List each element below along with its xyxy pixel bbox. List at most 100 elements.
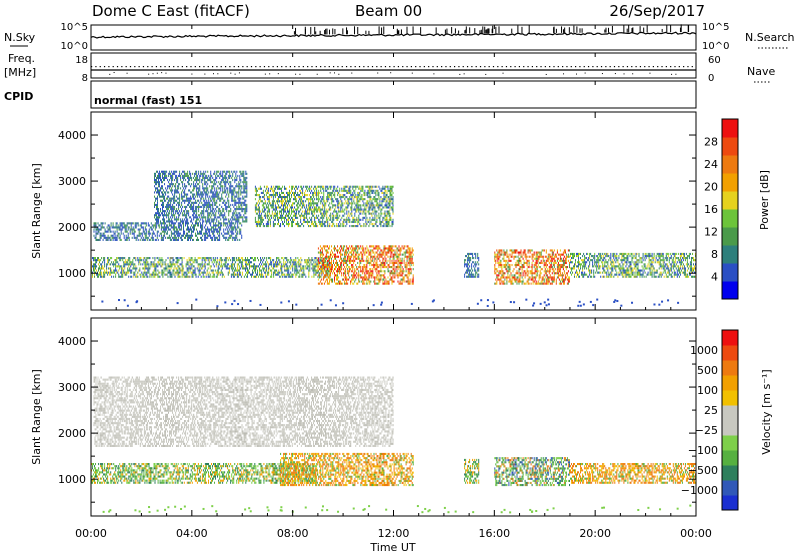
- echo-cell: [148, 265, 149, 267]
- echo-cell: [294, 206, 295, 208]
- echo-cell: [245, 185, 246, 187]
- echo-cell: [368, 196, 369, 198]
- echo-cell: [217, 185, 218, 187]
- echo-cell: [355, 188, 356, 190]
- echo-cell: [223, 218, 224, 220]
- echo-cell: [181, 194, 182, 196]
- echo-cell: [202, 239, 203, 241]
- echo-cell: [309, 204, 310, 206]
- echo-cell: [367, 190, 368, 192]
- echo-cell: [295, 186, 296, 188]
- echo-cell: [180, 175, 181, 177]
- echo-cell: [316, 194, 317, 196]
- echo-cell: [194, 210, 195, 212]
- echo-cell: [165, 214, 166, 216]
- echo-cell: [277, 223, 278, 225]
- echo-cell: [368, 192, 369, 194]
- echo-cell: [293, 215, 294, 217]
- echo-cell: [129, 222, 130, 224]
- nave-dot: [476, 66, 477, 67]
- echo-cell: [266, 204, 267, 206]
- echo-cell: [204, 235, 205, 237]
- nave-dot: [334, 72, 335, 73]
- echo-cell: [180, 218, 181, 220]
- nave-dot: [346, 66, 347, 67]
- echo-cell: [291, 213, 292, 215]
- echo-cell: [163, 198, 164, 200]
- echo-cell: [256, 202, 257, 204]
- echo-cell: [309, 267, 310, 269]
- echo-cell: [223, 208, 224, 210]
- echo-cell: [257, 270, 258, 272]
- echo-cell: [342, 204, 343, 206]
- echo-cell: [177, 229, 178, 231]
- echo-cell: [189, 202, 190, 204]
- echo-cell: [210, 235, 211, 237]
- echo-cell: [262, 209, 263, 211]
- echo-cell: [155, 263, 156, 265]
- echo-cell: [186, 263, 187, 265]
- echo-cell: [183, 191, 184, 193]
- echo-cell: [306, 267, 307, 269]
- echo-cell: [350, 194, 351, 196]
- nave-dot: [536, 66, 537, 67]
- echo-cell: [260, 188, 261, 190]
- echo-cell: [207, 257, 208, 259]
- echo-cell: [167, 210, 168, 212]
- echo-cell: [157, 261, 158, 263]
- nave-dot: [295, 74, 296, 75]
- echo-cell: [153, 231, 154, 233]
- echo-cell: [228, 274, 229, 276]
- echo-cell: [172, 216, 173, 218]
- echo-cell: [146, 263, 147, 265]
- echo-cell: [165, 229, 166, 231]
- echo-cell: [169, 267, 170, 269]
- echo-cell: [314, 209, 315, 211]
- echo-cell: [317, 209, 318, 211]
- echo-cell: [205, 196, 206, 198]
- echo-cell: [154, 185, 155, 187]
- echo-cell: [169, 171, 170, 173]
- echo-cell: [119, 237, 120, 239]
- echo-cell: [167, 185, 168, 187]
- echo-cell: [217, 239, 218, 241]
- echo-cell: [267, 190, 268, 192]
- echo-cell: [290, 259, 291, 261]
- echo-cell: [303, 274, 304, 276]
- echo-cell: [311, 209, 312, 211]
- echo-cell: [108, 267, 109, 269]
- echo-cell: [186, 198, 187, 200]
- echo-cell: [198, 204, 199, 206]
- echo-cell: [291, 217, 292, 219]
- echo-cell: [282, 276, 283, 278]
- echo-cell: [284, 219, 285, 221]
- echo-cell: [210, 208, 211, 210]
- echo-cell: [207, 171, 208, 173]
- echo-cell: [155, 222, 156, 224]
- echo-cell: [277, 265, 278, 267]
- echo-cell: [198, 222, 199, 224]
- echo-cell: [153, 276, 154, 278]
- nave-dot: [549, 66, 550, 67]
- echo-cell: [178, 214, 179, 216]
- echo-cell: [215, 183, 216, 185]
- echo-cell: [306, 215, 307, 217]
- echo-cell: [120, 265, 121, 267]
- echo-cell: [249, 265, 250, 267]
- echo-cell: [228, 212, 229, 214]
- echo-cell: [154, 216, 155, 218]
- echo-cell: [208, 263, 209, 265]
- echo-cell: [104, 274, 105, 276]
- echo-cell: [369, 223, 370, 225]
- echo-cell: [172, 222, 173, 224]
- echo-cell: [292, 225, 293, 227]
- echo-cell: [239, 231, 240, 233]
- echo-cell: [147, 257, 148, 259]
- echo-cell: [157, 202, 158, 204]
- echo-cell: [341, 202, 342, 204]
- echo-cell: [349, 219, 350, 221]
- echo-cell: [314, 274, 315, 276]
- echo-cell: [196, 218, 197, 220]
- echo-cell: [214, 181, 215, 183]
- echo-cell: [331, 186, 332, 188]
